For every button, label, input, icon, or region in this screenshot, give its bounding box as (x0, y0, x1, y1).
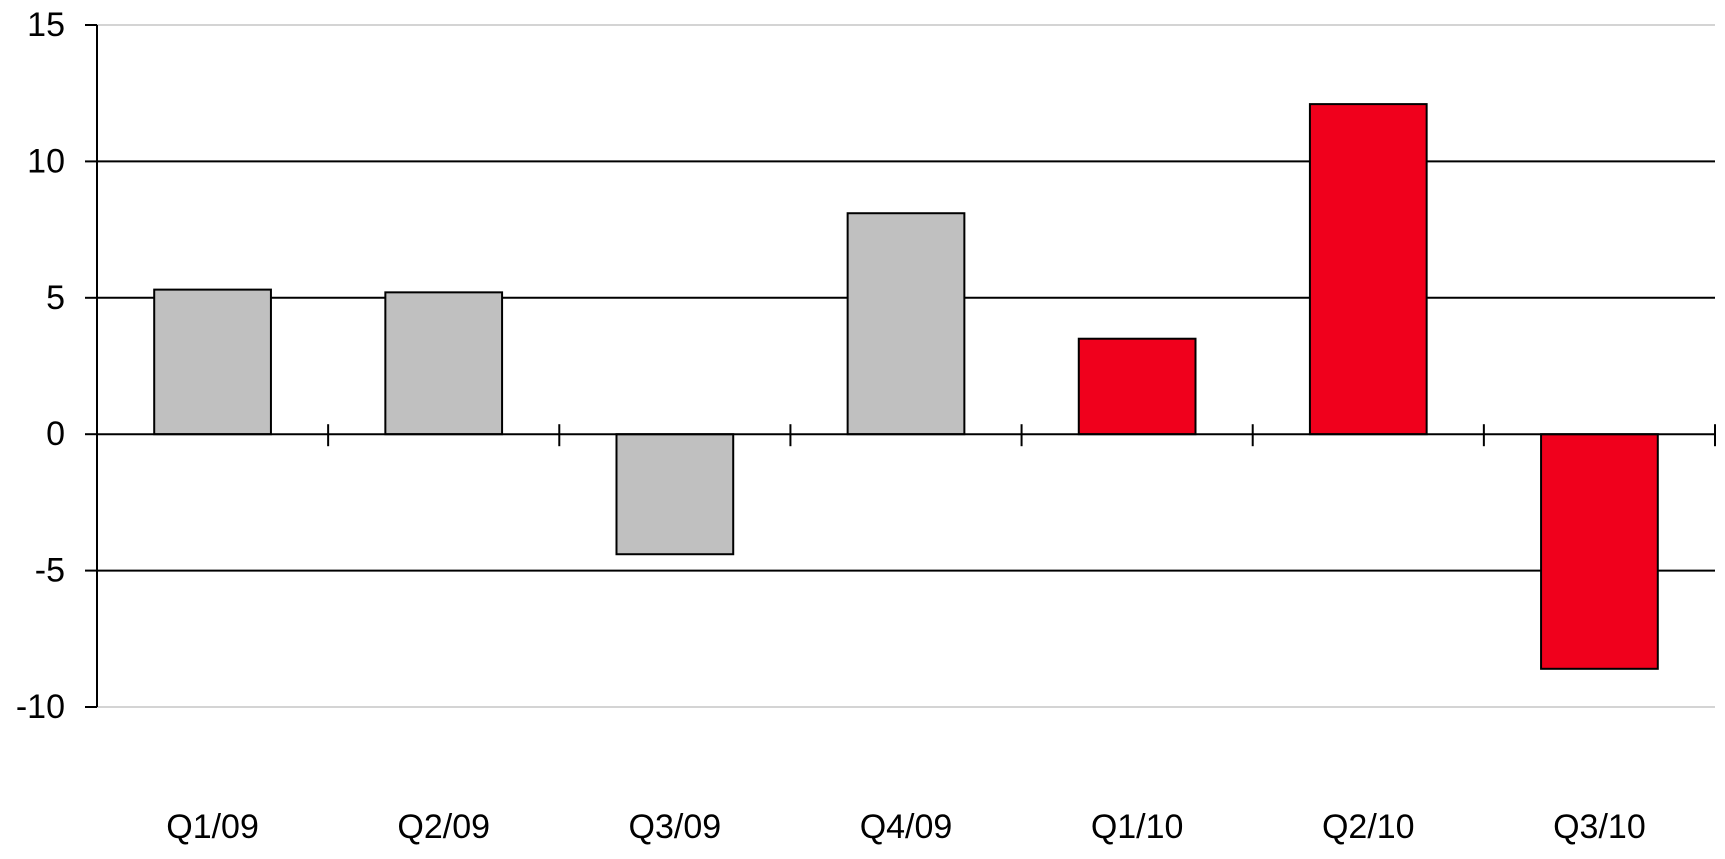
x-axis-tick-labels: Q1/09 Q2/09 Q3/09 Q4/09 Q1/10 Q2/10 Q3/10 (166, 808, 1645, 846)
bar-q2-09 (384, 291, 504, 436)
y-tick-label-2: 5 (46, 279, 65, 317)
bar-q1-09 (153, 288, 272, 436)
x-tick-label-0: Q1/09 (166, 808, 259, 846)
x-tick-label-4: Q1/10 (1091, 808, 1184, 846)
axes (96, 25, 1715, 707)
y-tick-label-3: 0 (46, 415, 65, 453)
x-tick-label-5: Q2/10 (1322, 808, 1415, 846)
x-axis-ticks (327, 424, 1716, 447)
y-tick-label-1: 10 (27, 142, 65, 180)
x-tick-label-1: Q2/09 (397, 808, 490, 846)
x-tick-label-2: Q3/09 (629, 808, 722, 846)
bars (153, 103, 1659, 670)
x-tick-label-3: Q4/09 (860, 808, 953, 846)
y-axis-tick-labels: 15 10 5 0 -5 -10 (16, 6, 65, 726)
bar-q3-10 (1540, 433, 1659, 670)
bar-q4-09 (846, 212, 966, 436)
x-tick-label-6: Q3/10 (1553, 808, 1646, 846)
bar-q3-09 (615, 433, 735, 556)
y-tick-label-4: -5 (35, 552, 65, 590)
y-axis-ticks (85, 24, 97, 708)
bar-q2-10 (1308, 103, 1428, 436)
y-tick-label-5: -10 (16, 688, 65, 726)
bar-q1-10 (1077, 337, 1197, 436)
y-tick-label-0: 15 (27, 6, 65, 44)
